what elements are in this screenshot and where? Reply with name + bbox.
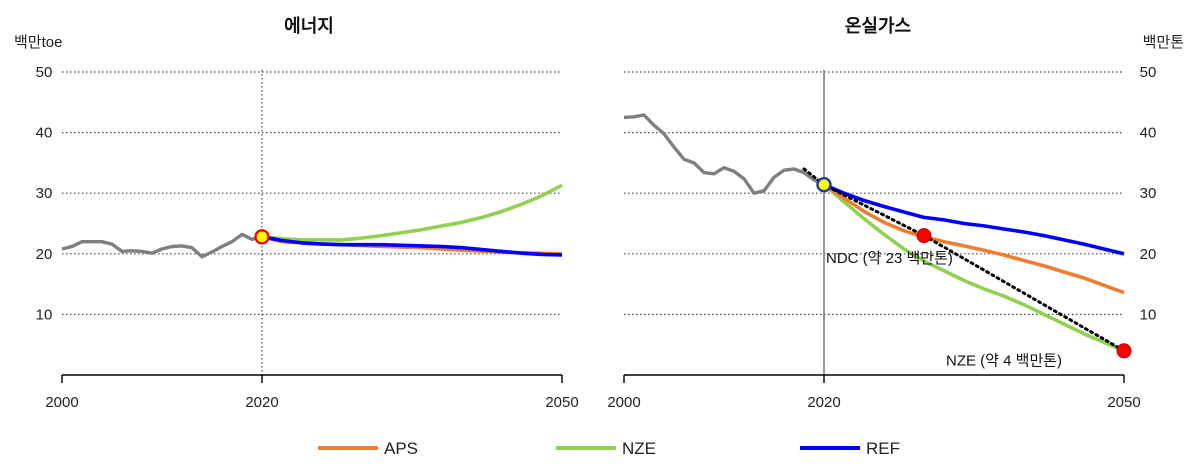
history-line <box>61 232 263 259</box>
chart-title: 온실가스 <box>845 16 911 36</box>
y-tick-label: 10 <box>36 306 53 323</box>
series-line-nze <box>261 183 563 242</box>
y-tick-label: 30 <box>36 185 53 202</box>
series-line-ref <box>261 235 563 257</box>
legend-label-aps: APS <box>384 439 418 458</box>
legend-label-ref: REF <box>866 439 900 458</box>
chart-title: 에너지 <box>284 16 334 36</box>
x-tick-label: 2020 <box>807 394 840 411</box>
legend-label-nze: NZE <box>622 439 656 458</box>
y-tick-label: 30 <box>1140 185 1157 202</box>
annotation-label: NZE (약 4 백만톤) <box>946 352 1062 369</box>
start-point-marker <box>254 229 270 245</box>
target-point-marker <box>916 228 932 244</box>
x-tick-label: 2050 <box>1107 394 1140 411</box>
target-path <box>802 167 1126 353</box>
y-tick-label: 40 <box>1140 125 1157 142</box>
y-tick-label: 10 <box>1140 306 1157 323</box>
y-tick-label: 50 <box>36 64 53 81</box>
series-line-nze <box>822 183 1125 353</box>
x-tick-label: 2000 <box>45 394 78 411</box>
y-axis-unit: 백만톤 <box>1143 34 1184 51</box>
history-line <box>623 113 825 195</box>
legend: APS NZE REF <box>318 439 900 458</box>
x-tick-label: 2000 <box>607 394 640 411</box>
y-tick-label: 40 <box>36 125 53 142</box>
target-point-marker <box>1116 343 1132 359</box>
series-line-aps <box>823 183 1125 295</box>
series-line-ref <box>823 183 1125 256</box>
start-point-marker <box>816 177 832 193</box>
x-tick-label: 2050 <box>545 394 578 411</box>
y-tick-label: 20 <box>1140 246 1157 263</box>
y-tick-label: 20 <box>36 246 53 263</box>
y-tick-label: 50 <box>1140 64 1157 81</box>
y-axis-unit: 백만toe <box>14 34 62 51</box>
annotation-label: NDC (약 23 백만톤) <box>826 250 953 267</box>
x-tick-label: 2020 <box>245 394 278 411</box>
